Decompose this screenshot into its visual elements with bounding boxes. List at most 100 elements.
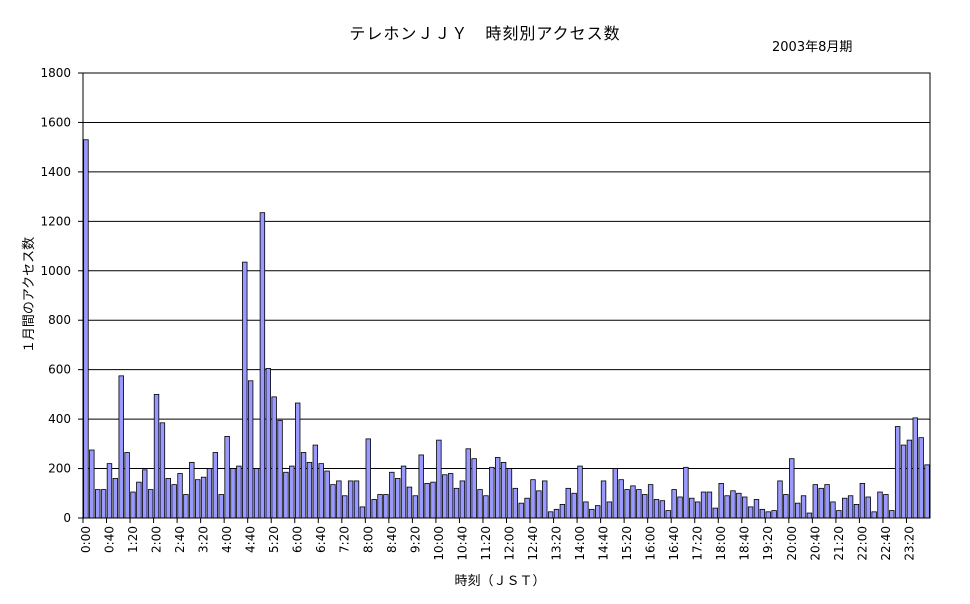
bar <box>724 495 730 519</box>
bar <box>118 375 124 519</box>
bar <box>106 463 113 519</box>
bar <box>759 508 766 519</box>
bar <box>130 491 136 519</box>
bar <box>359 506 366 519</box>
y-tick-label: 600 <box>48 363 71 377</box>
bar <box>177 473 183 519</box>
bar <box>600 480 607 519</box>
bar <box>453 487 460 519</box>
bar <box>700 491 707 519</box>
x-axis-label: 時刻（ＪＳＴ） <box>454 574 545 589</box>
x-tick-label: 18:40 <box>738 526 752 561</box>
bar <box>818 487 824 519</box>
x-tick-label: 6:00 <box>291 526 305 553</box>
x-tick-label: 12:00 <box>502 526 516 561</box>
y-axis-label: １月間のアクセス数 <box>22 237 37 353</box>
bar <box>800 495 807 519</box>
bar <box>777 480 783 519</box>
x-tick-label: 18:00 <box>714 526 728 561</box>
bar <box>877 491 883 519</box>
grid-lines <box>83 72 930 470</box>
x-tick-label: 8:00 <box>361 526 375 553</box>
bar <box>889 510 895 519</box>
x-tick-label: 17:20 <box>691 526 705 561</box>
bar <box>900 444 907 519</box>
x-tick-labels: 0:00 0:40 1:20 2:00 2:40 3:20 4:00 4:40 5:20 6:00… <box>79 518 916 561</box>
bar <box>189 461 195 519</box>
bar <box>630 485 636 519</box>
bar <box>430 481 436 519</box>
bar <box>483 495 489 519</box>
bar <box>783 494 789 519</box>
bar <box>842 497 848 519</box>
x-tick-label: 0:00 <box>79 526 93 553</box>
x-tick-label: 22:00 <box>855 526 869 561</box>
bar <box>294 402 301 519</box>
bar <box>553 508 560 519</box>
bar <box>571 492 577 519</box>
bar <box>742 496 748 519</box>
x-tick-label: 4:40 <box>244 526 258 553</box>
bar <box>606 501 613 519</box>
bar <box>671 489 677 519</box>
x-tick-label: 6:40 <box>314 526 328 553</box>
bar <box>547 511 554 519</box>
y-tick-label: 200 <box>48 462 71 476</box>
bar <box>559 504 566 519</box>
bar <box>647 484 654 519</box>
bar <box>124 452 130 519</box>
bar <box>653 499 660 519</box>
bar <box>95 489 101 519</box>
bar <box>412 495 419 519</box>
y-tick-label: 800 <box>48 313 71 327</box>
x-tick-label: 19:20 <box>761 526 775 561</box>
bar <box>765 511 771 519</box>
bar <box>283 471 289 519</box>
bar <box>612 468 619 519</box>
bar <box>224 436 230 519</box>
x-tick-label: 11:20 <box>479 526 493 561</box>
bar <box>518 502 524 519</box>
bar <box>659 500 666 519</box>
bar <box>342 495 348 519</box>
bar <box>706 491 713 519</box>
bar <box>147 489 154 519</box>
bar <box>442 474 448 519</box>
bar <box>400 465 407 519</box>
bar <box>242 261 248 519</box>
bar <box>436 439 442 519</box>
y-tick-label: 1200 <box>40 214 71 228</box>
bar <box>618 479 624 519</box>
bar <box>312 444 319 519</box>
bar <box>665 510 671 519</box>
y-tick-label: 1800 <box>40 66 71 80</box>
bar <box>347 480 354 519</box>
bar <box>642 494 648 519</box>
bar <box>89 449 95 519</box>
bar <box>153 393 160 519</box>
x-tick-label: 10:40 <box>455 526 469 561</box>
bar <box>906 439 913 519</box>
bar <box>406 486 413 519</box>
bar <box>542 480 548 519</box>
bar <box>389 471 395 519</box>
bar <box>624 489 630 519</box>
x-tick-label: 15:20 <box>620 526 634 561</box>
bar <box>500 461 507 519</box>
bar <box>736 492 742 519</box>
bar <box>824 484 830 519</box>
x-tick-label: 12:40 <box>526 526 540 561</box>
bar <box>253 468 260 519</box>
bar <box>565 487 571 519</box>
x-tick-label: 1:20 <box>126 526 140 553</box>
bar <box>577 465 583 519</box>
y-tick-label: 1600 <box>40 115 71 129</box>
bar <box>583 501 589 519</box>
x-tick-label: 7:20 <box>338 526 352 553</box>
x-tick-label: 0:40 <box>102 526 116 553</box>
bar <box>536 490 542 519</box>
bar <box>371 499 377 519</box>
bar <box>265 368 271 519</box>
axes <box>82 72 931 519</box>
